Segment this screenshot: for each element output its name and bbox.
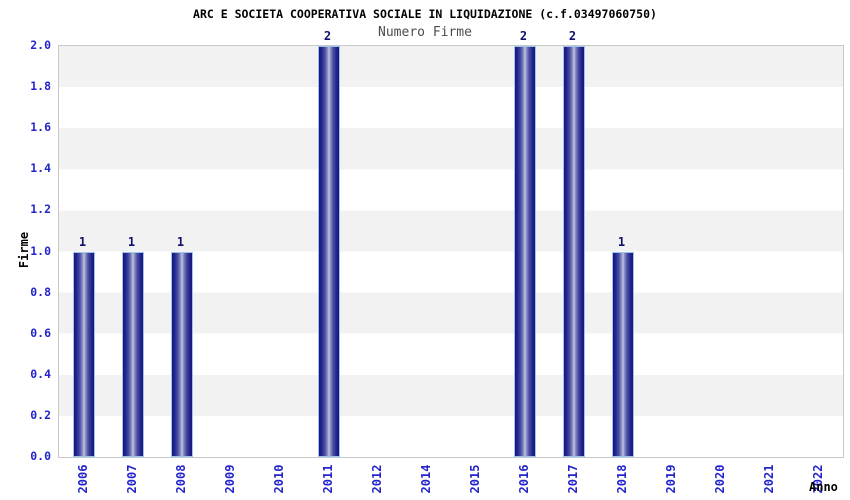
chart-title: ARC E SOCIETA COOPERATIVA SOCIALE IN LIQ… bbox=[193, 7, 657, 21]
plot-area bbox=[58, 45, 844, 458]
ytick-0.4: 0.4 bbox=[30, 366, 51, 381]
xtick-2021: 2021 bbox=[761, 464, 776, 494]
xtick-2010: 2010 bbox=[271, 464, 286, 494]
bar-2017 bbox=[562, 46, 585, 457]
ytick-1.2: 1.2 bbox=[30, 202, 51, 217]
xtick-2011: 2011 bbox=[320, 464, 335, 494]
xtick-2019: 2019 bbox=[663, 464, 678, 494]
bar-2018 bbox=[611, 251, 634, 457]
bar-value-label-2016: 2 bbox=[519, 29, 528, 43]
xtick-2020: 2020 bbox=[712, 464, 727, 494]
bar-value-label-2018: 1 bbox=[617, 234, 626, 249]
chart-subtitle: Numero Firme bbox=[378, 25, 472, 40]
xtick-2015: 2015 bbox=[467, 464, 482, 494]
ytick-1.4: 1.4 bbox=[30, 161, 51, 176]
xtick-2007: 2007 bbox=[124, 464, 139, 494]
bar-2016 bbox=[513, 46, 536, 457]
xtick-2012: 2012 bbox=[369, 464, 384, 494]
bar-value-label-2017: 2 bbox=[568, 29, 577, 43]
y-axis-title: Firme bbox=[17, 231, 31, 269]
ytick-0.8: 0.8 bbox=[30, 284, 51, 299]
xtick-2006: 2006 bbox=[75, 464, 90, 494]
xtick-2008: 2008 bbox=[173, 464, 188, 494]
bar-value-label-2011: 2 bbox=[323, 29, 332, 43]
bar-2011 bbox=[317, 46, 340, 457]
ytick-1.6: 1.6 bbox=[30, 120, 51, 135]
ytick-2.0: 2.0 bbox=[30, 38, 51, 52]
ytick-1.0: 1.0 bbox=[30, 243, 51, 258]
bar-2008 bbox=[170, 251, 193, 457]
xtick-2017: 2017 bbox=[565, 464, 580, 494]
ytick-1.8: 1.8 bbox=[30, 79, 51, 94]
ytick-0.0: 0.0 bbox=[30, 449, 51, 463]
ytick-0.6: 0.6 bbox=[30, 325, 51, 340]
bar-value-label-2007: 1 bbox=[127, 234, 136, 249]
bar-value-label-2008: 1 bbox=[176, 234, 185, 249]
bar-2007 bbox=[121, 251, 144, 457]
xtick-2018: 2018 bbox=[614, 464, 629, 494]
x-axis-title: Anno bbox=[809, 480, 838, 494]
xtick-2009: 2009 bbox=[222, 464, 237, 494]
ytick-0.2: 0.2 bbox=[30, 407, 51, 422]
bar-2006 bbox=[72, 251, 95, 457]
bar-value-label-2006: 1 bbox=[78, 234, 87, 249]
xtick-2014: 2014 bbox=[418, 464, 433, 494]
xtick-2016: 2016 bbox=[516, 464, 531, 494]
